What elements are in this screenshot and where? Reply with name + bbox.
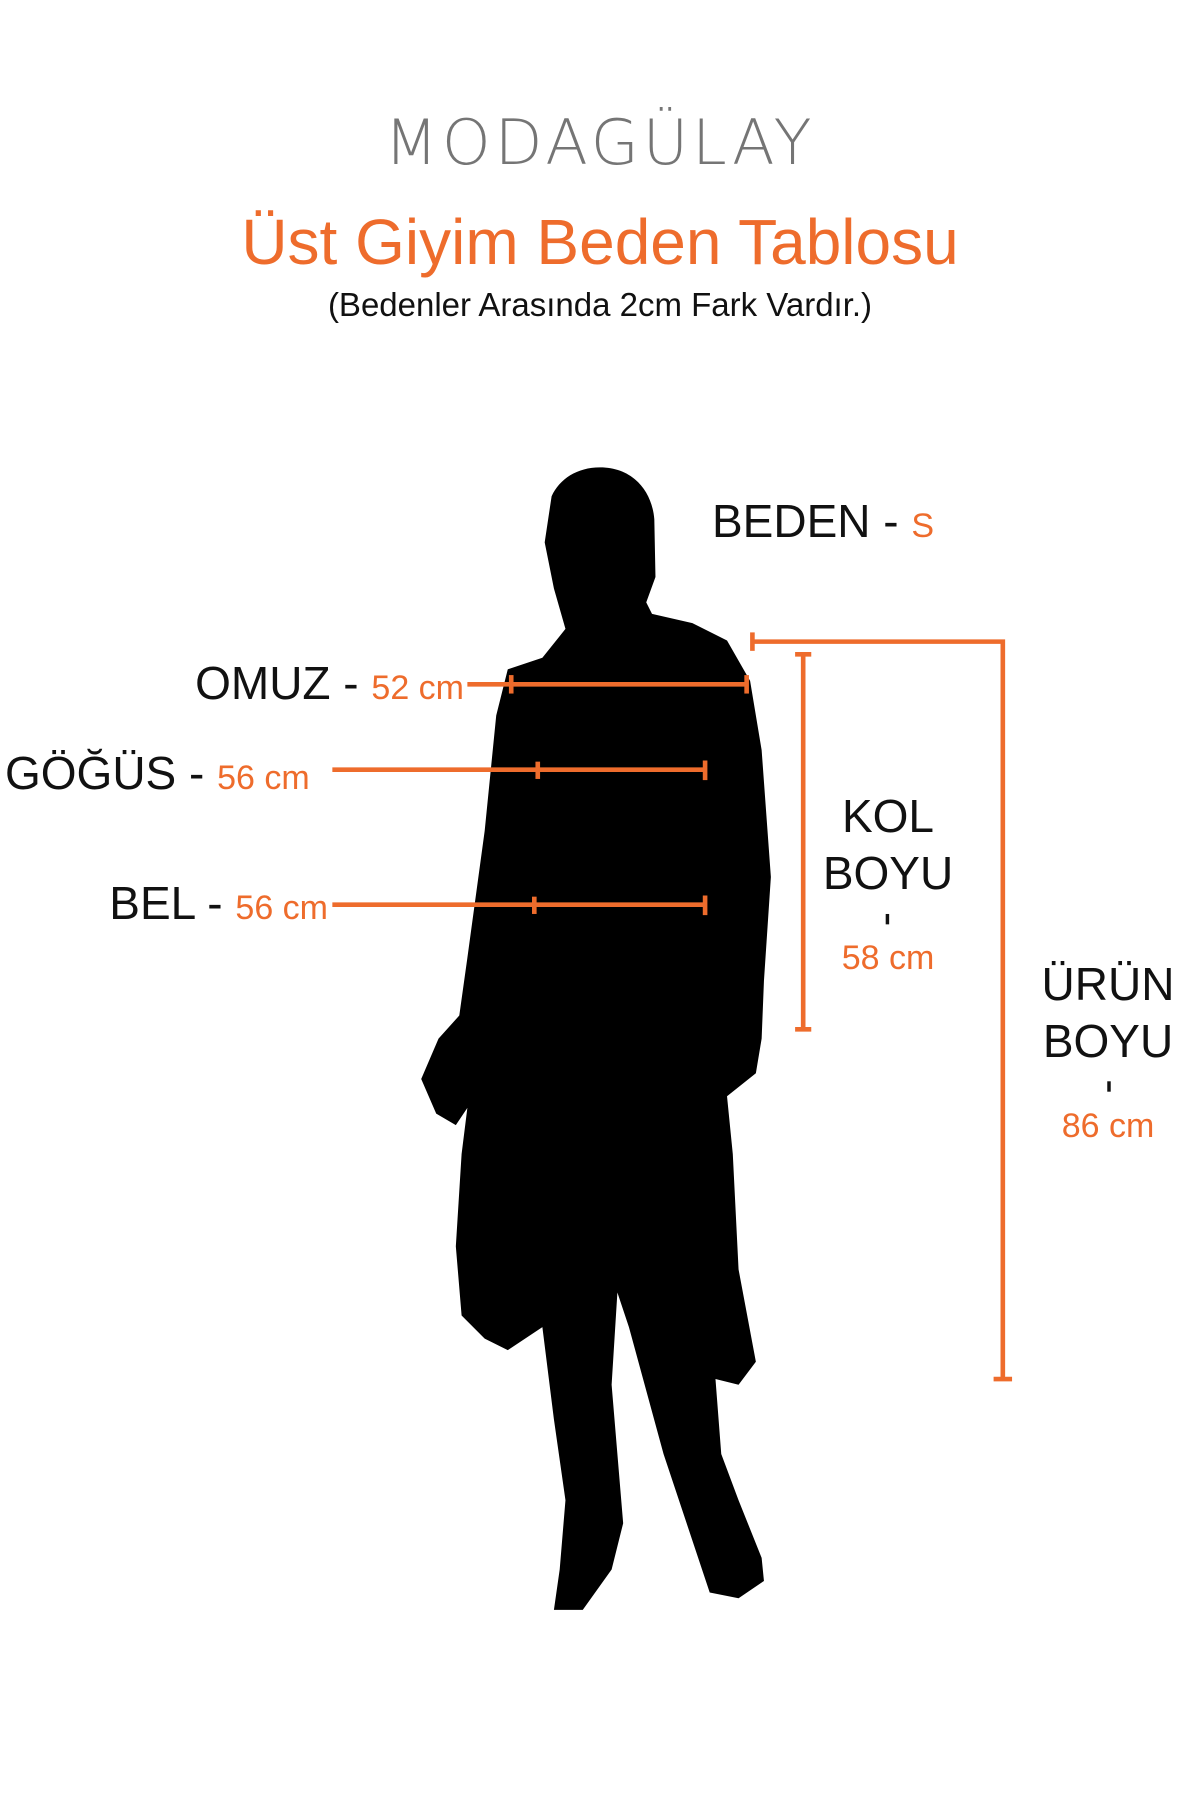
page-title: Üst Giyim Beden Tablosu (241, 206, 959, 278)
bel-label: BEL - (109, 877, 223, 929)
omuz-label: OMUZ - (195, 657, 359, 709)
bel-measure: BEL - 56 cm (109, 876, 328, 930)
brand-logo: MODAGÜLAY (384, 106, 816, 179)
urun-boyu-measure: ÜRÜN BOYU 86 cm (1028, 956, 1188, 1146)
gogus-measure: GÖĞÜS - 56 cm (5, 746, 310, 800)
size-label: BEDEN - (712, 495, 899, 547)
urun-boyu-value: 86 cm (1061, 1107, 1155, 1145)
urun-boyu-label-2: BOYU (1042, 1015, 1174, 1067)
kol-boyu-value: 58 cm (841, 939, 935, 977)
kol-boyu-label-2: BOYU (822, 847, 954, 899)
gogus-line (332, 760, 708, 781)
size-indicator: BEDEN - S (712, 494, 934, 548)
page-subtitle: (Bedenler Arasında 2cm Fark Vardır.) (327, 286, 873, 323)
omuz-value: 52 cm (371, 669, 464, 707)
kol-boyu-measure: KOL BOYU 58 cm (808, 788, 968, 978)
urun-boyu-label-1: ÜRÜN (1041, 958, 1175, 1010)
kol-boyu-label-1: KOL (841, 790, 935, 842)
kol-boyu-line (795, 652, 812, 1032)
bel-line (332, 895, 708, 916)
person-silhouette (421, 467, 771, 1610)
omuz-line (467, 675, 749, 694)
omuz-measure: OMUZ - 52 cm (195, 656, 464, 710)
size-value: S (911, 507, 935, 545)
gogus-value: 56 cm (217, 759, 310, 797)
bel-value: 56 cm (235, 889, 328, 927)
gogus-label: GÖĞÜS - (5, 747, 205, 799)
urun-boyu-line (750, 632, 1013, 1382)
